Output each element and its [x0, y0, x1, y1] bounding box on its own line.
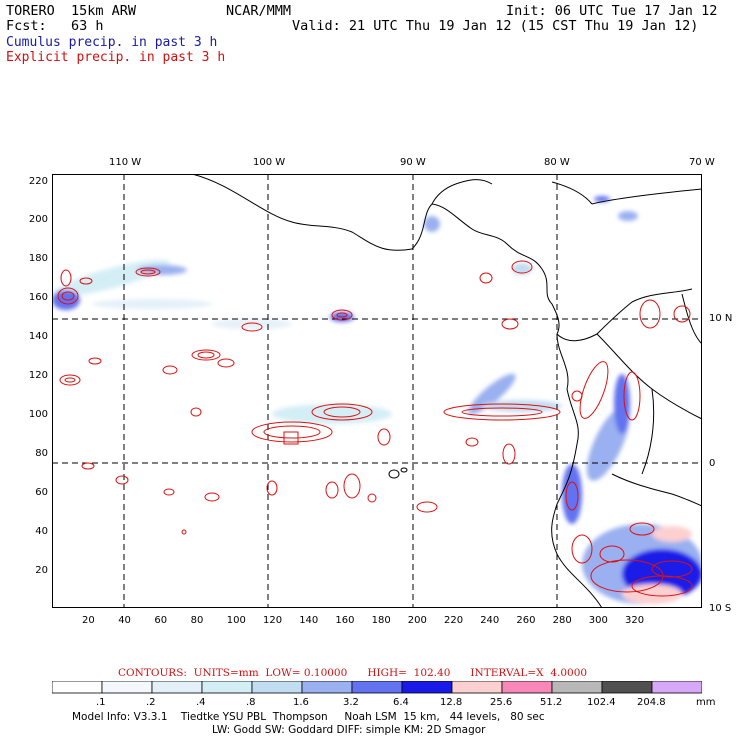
legend-label: .8 [246, 697, 256, 708]
legend-swatch [451, 681, 503, 694]
y-tick-label: 120 [28, 370, 48, 381]
x-tick-label: 40 [118, 615, 131, 626]
y-tick-label: 60 [35, 487, 48, 498]
model-title: TORERO 15km ARW [6, 3, 137, 19]
cumulus-field-label: Cumulus precip. in past 3 h [6, 35, 218, 50]
lat-label: 10 S [709, 603, 732, 614]
legend-swatch [52, 681, 103, 694]
legend-swatch [151, 681, 203, 694]
legend-label: .1 [96, 697, 106, 708]
x-tick-label: 280 [552, 615, 572, 626]
explicit-field-label: Explicit precip. in past 3 h [6, 50, 226, 65]
forecast-hour: Fcst: 63 h [6, 18, 104, 34]
legend-label: 102.4 [587, 697, 616, 708]
legend-swatch [251, 681, 303, 694]
precip-contours [57, 260, 693, 597]
lon-label: 100 W [253, 157, 286, 168]
y-tick-label: 200 [28, 214, 48, 225]
legend-label: 12.8 [440, 697, 463, 708]
x-tick-label: 180 [371, 615, 391, 626]
x-tick-label: 100 [226, 615, 246, 626]
legend-label: 25.6 [490, 697, 513, 708]
legend-label: 6.4 [393, 697, 409, 708]
legend-label: 204.8 [637, 697, 666, 708]
lon-label: 70 W [689, 157, 715, 168]
x-tick-label: 320 [625, 615, 645, 626]
x-tick-label: 300 [588, 615, 608, 626]
x-tick-label: 240 [480, 615, 500, 626]
y-tick-label: 220 [28, 176, 48, 187]
x-tick-label: 200 [407, 615, 427, 626]
legend-unit: mm [696, 697, 716, 708]
model-info-line1: Model Info: V3.3.1 Tiedtke YSU PBL Thomp… [72, 711, 545, 723]
legend-swatch [551, 681, 603, 694]
legend-swatch [501, 681, 553, 694]
organization-label: NCAR/MMM [226, 3, 292, 19]
lat-label: 0 [709, 458, 716, 469]
lon-label: 80 W [544, 157, 570, 168]
valid-time: Valid: 21 UTC Thu 19 Jan 12 (15 CST Thu … [292, 18, 699, 34]
x-tick-label: 20 [82, 615, 95, 626]
x-tick-label: 60 [154, 615, 168, 626]
legend-label: 3.2 [343, 697, 359, 708]
black-contours [388, 467, 408, 479]
legend-label: .2 [146, 697, 156, 708]
lon-label: 110 W [109, 157, 142, 168]
x-tick-label: 140 [299, 615, 319, 626]
x-tick-label: 220 [444, 615, 464, 626]
contour-info: CONTOURS: UNITS=mm LOW= 0.10000 HIGH= 10… [118, 667, 588, 679]
legend-label: .4 [196, 697, 206, 708]
y-tick-label: 140 [28, 331, 48, 342]
x-tick-label: 80 [190, 615, 204, 626]
y-tick-label: 180 [28, 253, 48, 264]
y-tick-label: 80 [35, 448, 48, 459]
color-scale-bar [52, 681, 702, 694]
coastline [191, 174, 702, 608]
precipitation-map [52, 174, 702, 608]
legend-label: 1.6 [293, 697, 309, 708]
model-info-line2: LW: Godd SW: Goddard DIFF: simple KM: 2D… [212, 724, 486, 736]
x-tick-label: 260 [516, 615, 536, 626]
y-tick-label: 40 [35, 526, 48, 537]
legend-swatch [201, 681, 253, 694]
legend-label: 51.2 [540, 697, 563, 708]
map-frame [52, 174, 702, 608]
y-tick-label: 160 [28, 292, 48, 303]
x-tick-label: 120 [263, 615, 283, 626]
init-time: Init: 06 UTC Tue 17 Jan 12 [506, 3, 718, 19]
legend-swatch [351, 681, 403, 694]
legend-swatch [651, 681, 702, 694]
legend-swatch [401, 681, 453, 694]
y-tick-label: 20 [35, 565, 48, 576]
legend-swatch [101, 681, 153, 694]
legend-swatch [301, 681, 353, 694]
x-tick-label: 160 [335, 615, 355, 626]
lat-label: 10 N [709, 313, 733, 324]
legend-swatch [601, 681, 653, 694]
graticule [52, 174, 702, 608]
y-tick-label: 100 [28, 409, 48, 420]
lon-label: 90 W [400, 157, 426, 168]
